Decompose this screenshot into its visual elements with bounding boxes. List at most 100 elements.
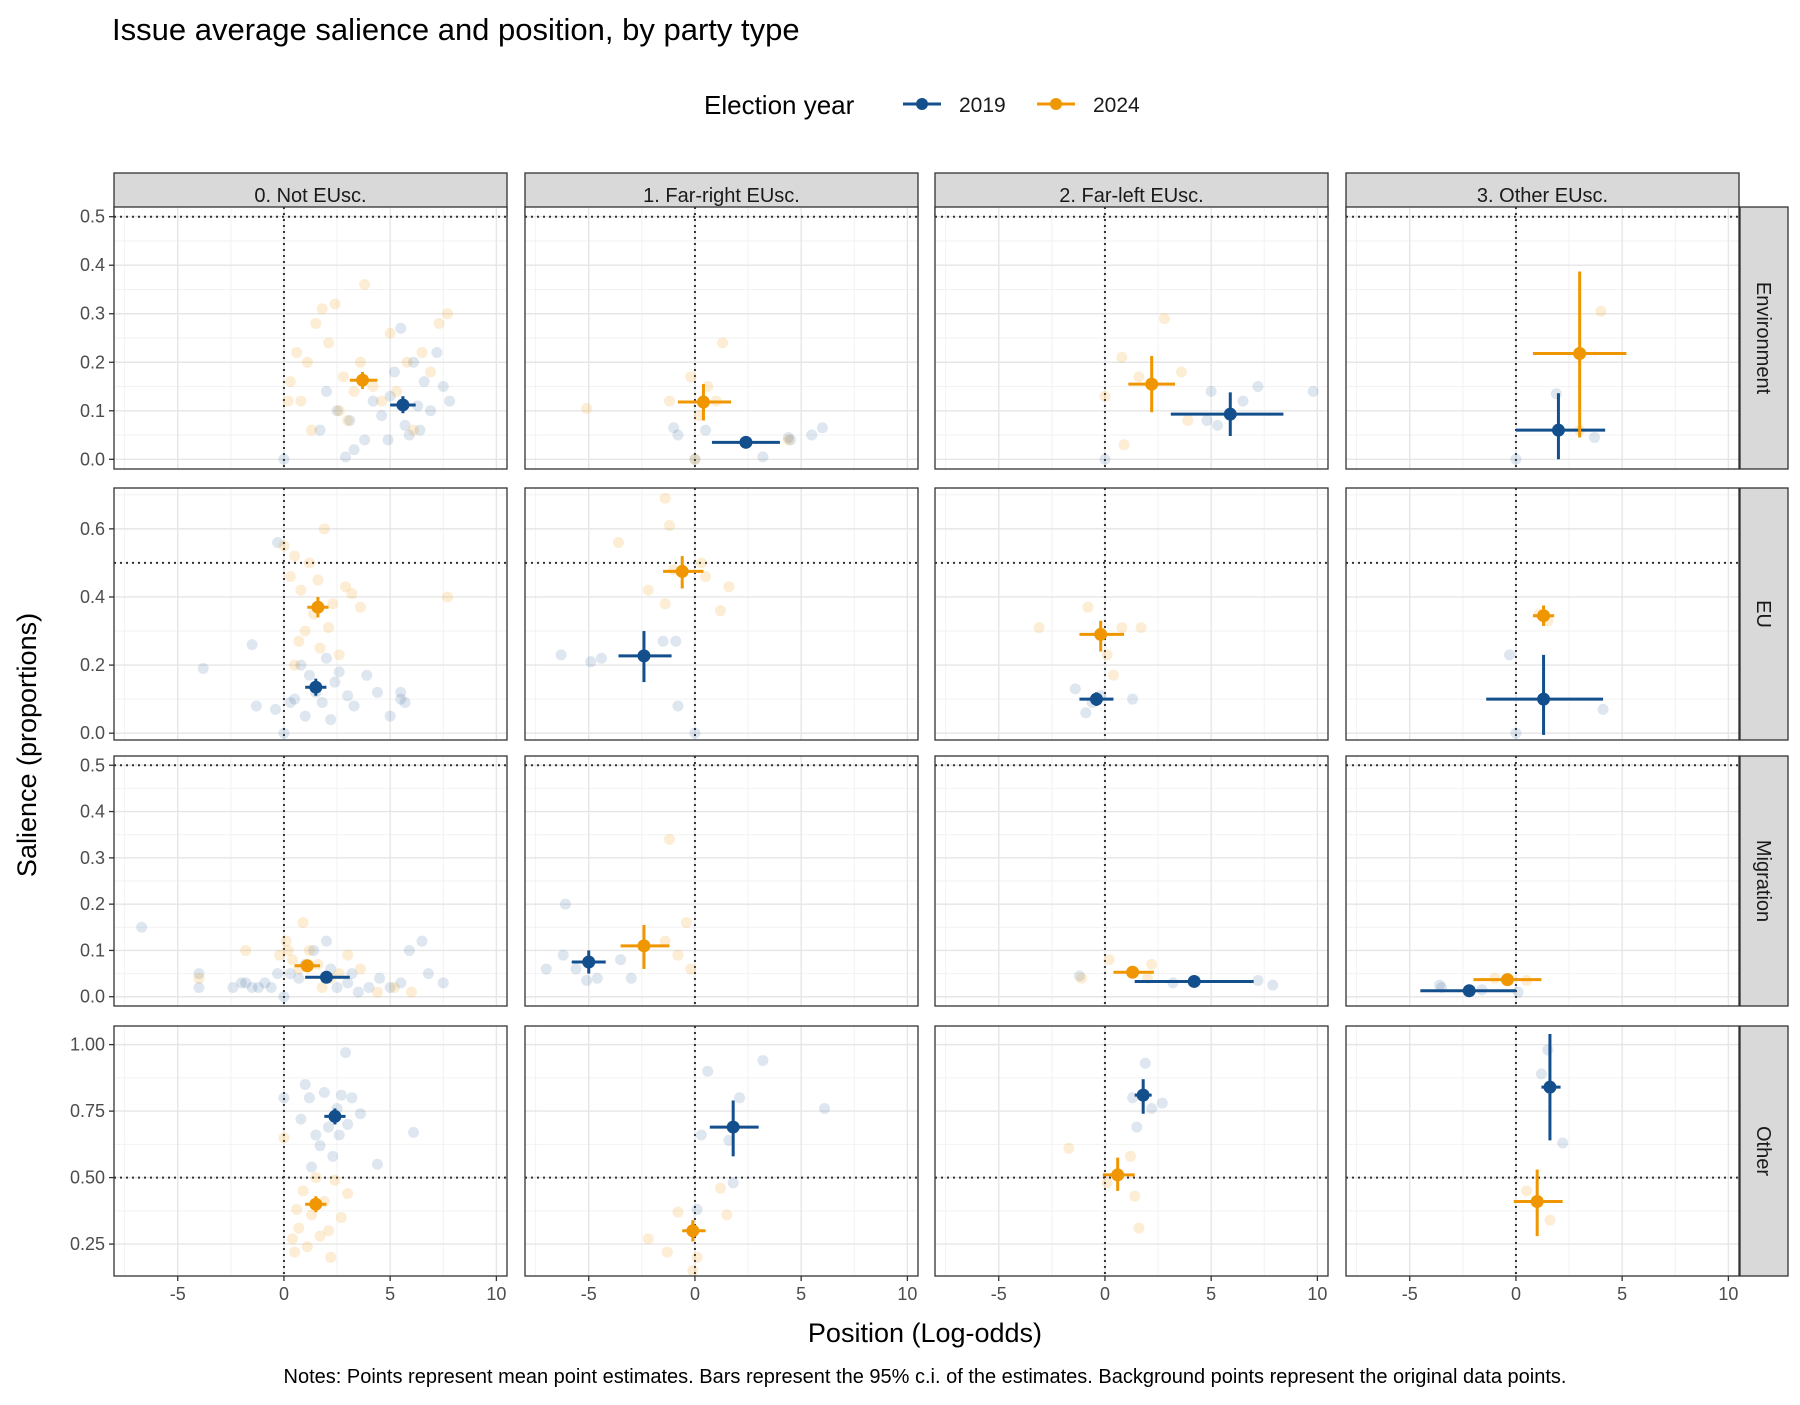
data-point-2019 — [136, 921, 148, 933]
estimate-point — [1187, 974, 1201, 988]
data-point-2024 — [721, 1209, 733, 1221]
data-point-2019 — [559, 898, 571, 910]
x-tick-label: 10 — [897, 1284, 917, 1304]
panel-content — [1073, 954, 1279, 991]
estimate-2019 — [1515, 393, 1606, 460]
data-point-2024 — [289, 1246, 301, 1258]
panel-environment-2 — [934, 206, 1329, 470]
panel-border — [524, 206, 919, 470]
data-point-2024 — [293, 635, 305, 647]
data-point-2019 — [1252, 381, 1264, 393]
estimate-2019 — [1420, 984, 1516, 998]
y-tick-label: 0.1 — [80, 940, 105, 960]
data-point-2019 — [278, 991, 290, 1003]
data-point-2019 — [252, 981, 264, 993]
data-point-2019 — [333, 1129, 345, 1141]
legend-swatch-2024-dot — [1050, 98, 1062, 110]
estimate-point — [1530, 1195, 1544, 1209]
data-point-2024 — [1033, 622, 1045, 634]
data-point-2019 — [306, 1161, 318, 1173]
estimate-2024 — [305, 1196, 327, 1213]
estimate-2019 — [1134, 974, 1254, 988]
estimate-point — [637, 939, 651, 953]
data-point-2024 — [310, 1172, 322, 1184]
data-point-2019 — [320, 935, 332, 947]
y-axis-eu: 0.0 0.2 0.4 0.6 — [80, 519, 114, 743]
data-point-2019 — [1073, 970, 1085, 982]
estimate-point — [1136, 1088, 1150, 1102]
data-point-2019 — [395, 977, 407, 989]
data-point-2019 — [700, 424, 712, 436]
data-point-2019 — [437, 977, 449, 989]
x-tick-label: 0 — [279, 1284, 289, 1304]
data-point-2024 — [782, 434, 794, 446]
data-point-2019 — [265, 981, 277, 993]
estimate-point — [1537, 609, 1551, 623]
data-point-2019 — [193, 981, 205, 993]
legend-label-2019: 2019 — [959, 94, 1006, 117]
data-point-2024 — [1116, 351, 1128, 363]
estimate-point — [328, 1109, 342, 1123]
estimate-2019 — [1486, 654, 1604, 735]
panel-border — [934, 206, 1329, 470]
data-point-2019 — [295, 659, 307, 671]
data-point-2024 — [333, 405, 345, 417]
estimate-point — [686, 1224, 700, 1238]
panel-background — [1346, 1026, 1739, 1276]
estimate-2024 — [1513, 1169, 1563, 1237]
data-point-2024 — [323, 337, 335, 349]
estimate-point — [1573, 347, 1587, 361]
data-point-2019 — [403, 944, 415, 956]
estimate-point — [309, 1197, 323, 1211]
data-point-2019 — [371, 686, 383, 698]
data-point-2024 — [672, 1206, 684, 1218]
data-point-2019 — [382, 434, 394, 446]
data-point-2024 — [408, 424, 420, 436]
data-point-2024 — [1099, 390, 1111, 402]
data-point-2019 — [354, 1108, 366, 1120]
estimate-2019 — [711, 435, 780, 449]
data-point-2024 — [425, 366, 437, 378]
data-point-2024 — [723, 581, 735, 593]
data-point-2019 — [581, 975, 593, 987]
data-point-2024 — [663, 833, 675, 845]
data-point-2019 — [595, 652, 607, 664]
estimate-2024 — [677, 384, 732, 421]
y-axis-title: Salience (proportions) — [12, 613, 42, 877]
estimate-2024 — [663, 556, 704, 589]
estimate-2024 — [1102, 1157, 1135, 1191]
data-point-2019 — [689, 727, 701, 739]
data-point-2024 — [384, 327, 396, 339]
x-axis-title: Position (Log-odds) — [808, 1318, 1042, 1348]
data-point-2024 — [354, 963, 366, 975]
data-point-2024 — [295, 395, 307, 407]
estimate-2019 — [1134, 1079, 1152, 1114]
data-point-2019 — [289, 693, 301, 705]
data-point-2024 — [278, 1132, 290, 1144]
data-point-2019 — [227, 981, 239, 993]
data-point-2024 — [280, 935, 292, 947]
estimate-point — [300, 959, 314, 973]
data-point-2019 — [1504, 649, 1516, 661]
panel-other-3 — [1345, 1025, 1740, 1277]
estimate-2024 — [294, 959, 321, 973]
data-point-2019 — [1212, 419, 1224, 431]
data-point-2019 — [346, 1092, 358, 1104]
data-point-2019 — [325, 714, 337, 726]
column-strip-label-0: 0. Not EUsc. — [254, 185, 366, 207]
data-point-2024 — [329, 1174, 341, 1186]
estimate-point — [675, 564, 689, 578]
panel-content — [278, 1047, 420, 1263]
estimate-2024 — [620, 924, 670, 969]
data-point-2024 — [659, 598, 671, 610]
data-point-2019 — [340, 451, 352, 463]
data-point-2024 — [700, 571, 712, 583]
data-point-2024 — [685, 963, 697, 975]
y-tick-label: 0.50 — [70, 1168, 105, 1188]
panel-content — [1510, 271, 1627, 465]
data-point-2019 — [408, 1126, 420, 1138]
column-strip-label-2: 2. Far-left EUsc. — [1059, 185, 1203, 207]
data-point-2024 — [314, 1230, 326, 1242]
data-point-2024 — [661, 1246, 673, 1258]
data-point-2019 — [1557, 1137, 1569, 1149]
